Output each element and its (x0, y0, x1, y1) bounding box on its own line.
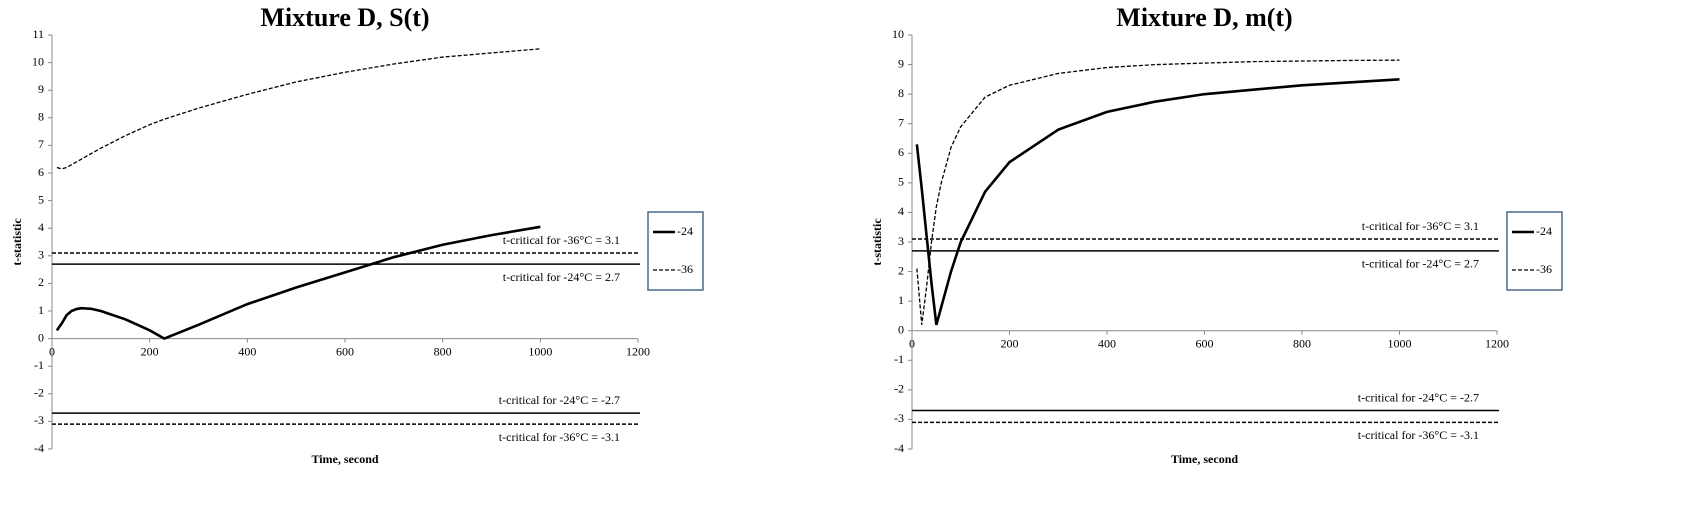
y-tick-label: 6 (38, 165, 44, 179)
x-tick-label: 600 (336, 344, 354, 358)
series-line (916, 59, 1400, 325)
x-tick-label: 800 (434, 344, 452, 358)
y-tick-label: 9 (38, 82, 44, 96)
y-tick-label: 3 (898, 234, 904, 248)
x-tick-label: 1200 (626, 344, 650, 358)
y-tick-label: 3 (38, 248, 44, 262)
y-axis-title: t-statistic (10, 218, 24, 266)
reference-label: t-critical for -36°C = -3.1 (499, 430, 620, 444)
y-tick-label: 2 (38, 275, 44, 289)
x-tick-label: 1000 (1388, 336, 1412, 350)
reference-label: t-critical for -36°C = 3.1 (503, 233, 620, 247)
legend-label: -24 (1536, 224, 1552, 238)
x-tick-label: 600 (1196, 336, 1214, 350)
y-tick-label: 7 (38, 137, 44, 151)
y-tick-label: -4 (894, 441, 904, 455)
y-tick-label: 5 (898, 175, 904, 189)
legend-label: -24 (677, 224, 693, 238)
reference-label: t-critical for -24°C = -2.7 (499, 393, 620, 407)
y-tick-label: -1 (34, 358, 44, 372)
series-line (55, 225, 541, 341)
reference-label: t-critical for -24°C = 2.7 (503, 270, 620, 284)
y-tick-label: 4 (38, 220, 44, 234)
y-tick-label: 9 (898, 56, 904, 70)
y-tick-label: 1 (898, 293, 904, 307)
x-tick-label: 1000 (528, 344, 552, 358)
reference-label: t-critical for -24°C = -2.7 (1358, 390, 1479, 404)
chart-title: Mixture D, S(t) (260, 3, 429, 32)
y-tick-label: -2 (894, 382, 904, 396)
y-tick-label: -1 (894, 352, 904, 366)
y-tick-label: 10 (32, 54, 44, 68)
x-axis-title: Time, second (1171, 452, 1238, 466)
y-tick-label: 7 (898, 115, 904, 129)
chart-title: Mixture D, m(t) (1116, 3, 1292, 32)
legend-box (647, 211, 704, 291)
reference-label: t-critical for -36°C = -3.1 (1358, 428, 1479, 442)
y-tick-label: 5 (38, 192, 44, 206)
series-line (915, 78, 1400, 326)
reference-label: t-critical for -36°C = 3.1 (1362, 219, 1479, 233)
y-tick-label: -4 (34, 441, 44, 455)
x-tick-label: 800 (1293, 336, 1311, 350)
y-tick-label: -2 (34, 386, 44, 400)
reference-label: t-critical for -24°C = 2.7 (1362, 257, 1479, 271)
y-tick-label: 8 (38, 110, 44, 124)
y-tick-label: 8 (898, 86, 904, 100)
x-tick-label: 400 (1098, 336, 1116, 350)
y-tick-label: 10 (892, 27, 904, 41)
x-tick-label: 200 (1001, 336, 1019, 350)
y-tick-label: -3 (34, 413, 44, 427)
x-tick-label: 1200 (1485, 336, 1509, 350)
x-tick-label: 0 (909, 336, 915, 350)
series-line (56, 48, 541, 170)
legend-label: -36 (1536, 262, 1552, 276)
x-tick-label: 0 (49, 344, 55, 358)
y-tick-label: 6 (898, 145, 904, 159)
y-tick-label: 2 (898, 263, 904, 277)
y-tick-label: -3 (894, 411, 904, 425)
y-tick-label: 0 (38, 330, 44, 344)
x-tick-label: 200 (141, 344, 159, 358)
y-tick-label: 4 (898, 204, 904, 218)
legend-box (1506, 211, 1563, 291)
y-tick-label: 0 (898, 322, 904, 336)
legend-label: -36 (677, 262, 693, 276)
y-axis-title: t-statistic (870, 218, 884, 266)
y-tick-label: 1 (38, 303, 44, 317)
y-tick-label: 11 (32, 27, 44, 41)
x-tick-label: 400 (238, 344, 256, 358)
x-axis-title: Time, second (311, 452, 378, 466)
